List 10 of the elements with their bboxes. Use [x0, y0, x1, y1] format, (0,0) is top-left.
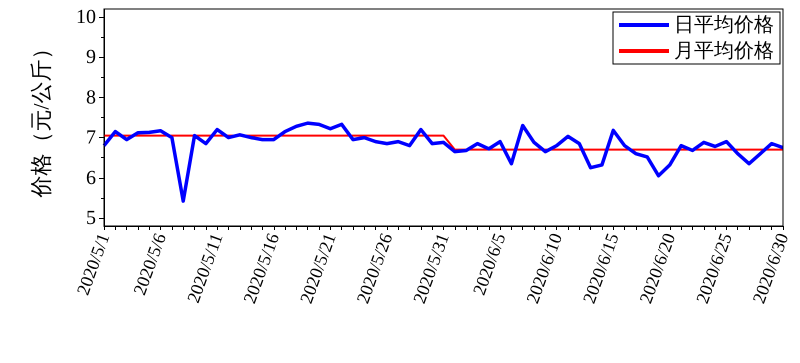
y-tick-label: 6: [86, 166, 96, 189]
y-tick-label: 5: [86, 206, 96, 229]
line-series: [102, 121, 785, 203]
y-axis-title: 价格（元/公斤）: [28, 37, 54, 199]
legend-label: 日平均价格: [674, 14, 774, 36]
y-tick-label: 10: [76, 6, 96, 28]
y-tick-label: 8: [86, 86, 96, 108]
y-tick-label: 9: [86, 46, 96, 68]
legend-label: 月平均价格: [674, 40, 774, 62]
y-tick-label: 7: [86, 126, 96, 149]
